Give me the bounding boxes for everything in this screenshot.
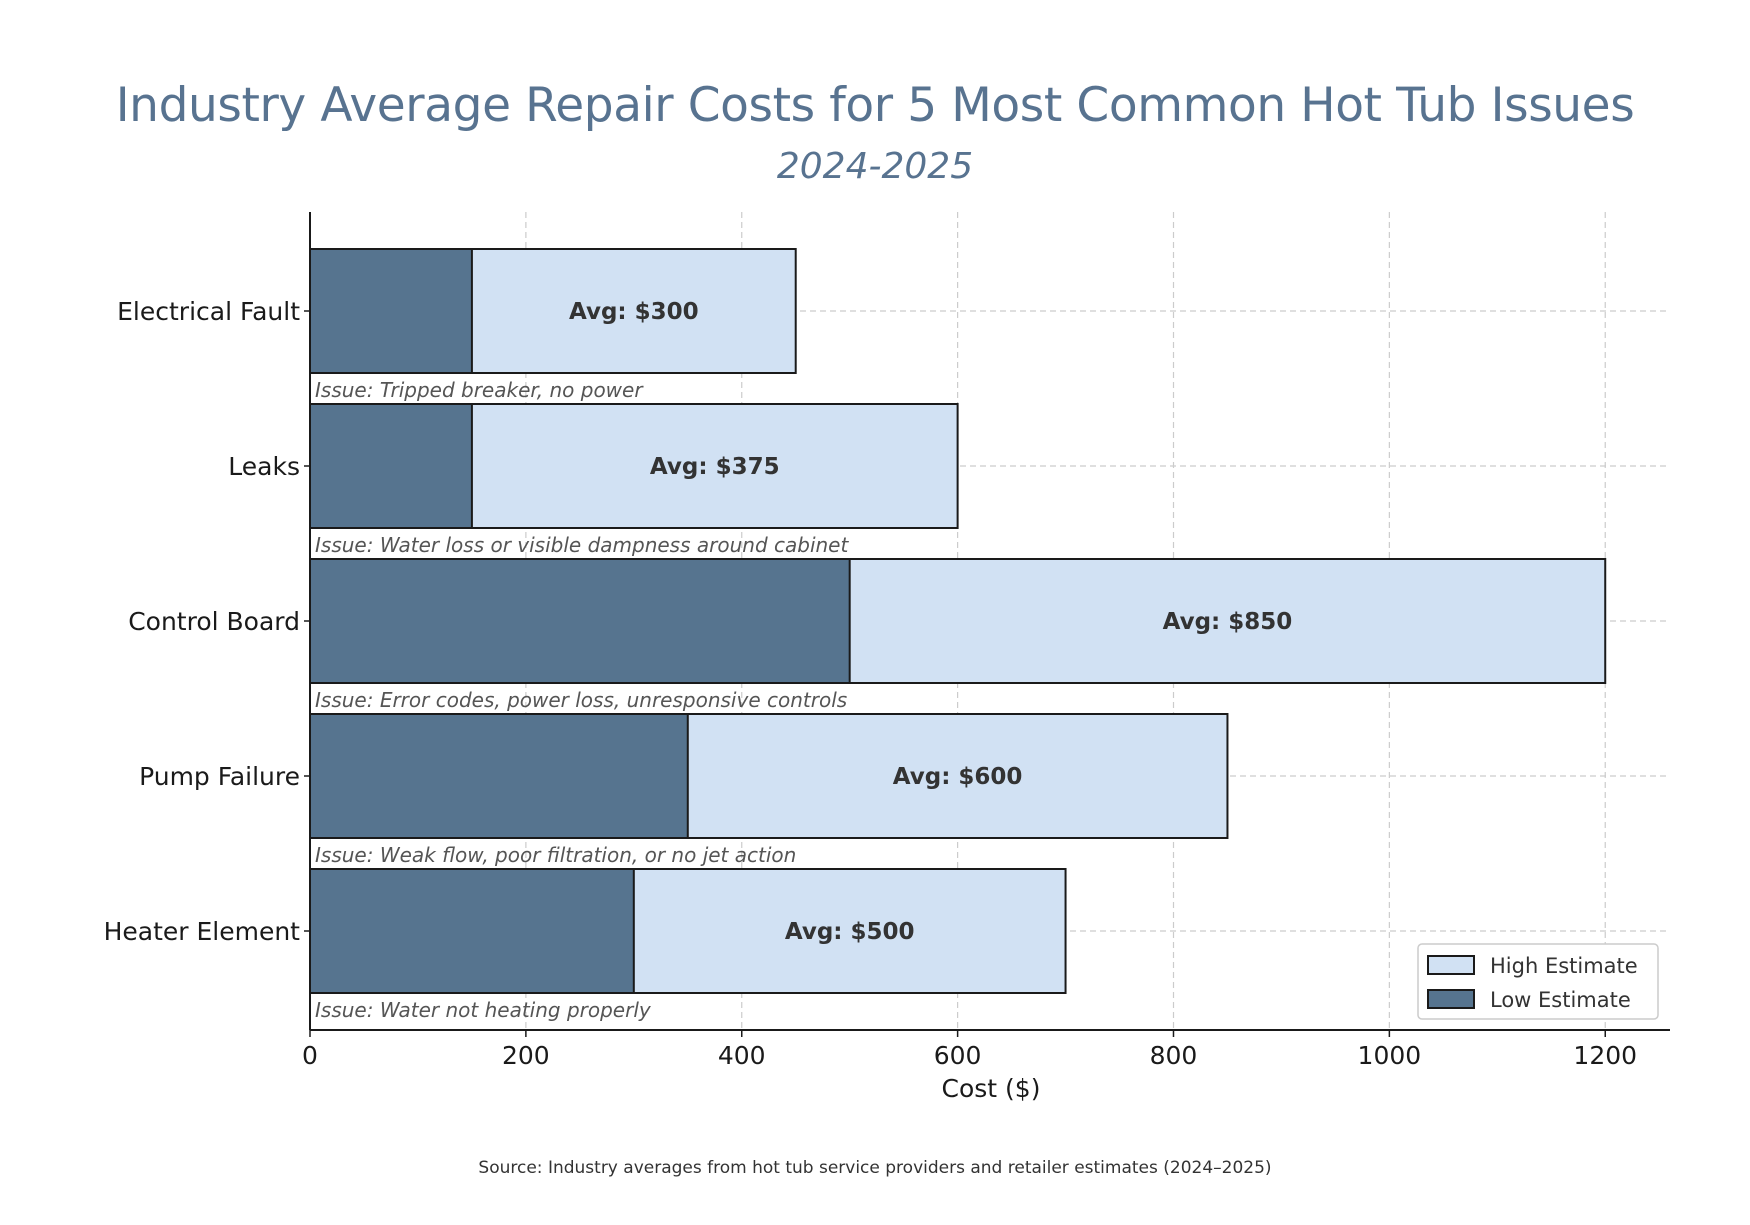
issue-annotation: Issue: Tripped breaker, no power	[315, 378, 644, 402]
avg-label: Avg: $300	[569, 299, 699, 325]
category-label: Control Board	[128, 607, 300, 636]
category-label: Pump Failure	[139, 762, 300, 791]
x-tick-label: 600	[934, 1041, 982, 1070]
issue-prefix: Issue	[315, 533, 367, 557]
bar-low-estimate	[309, 558, 851, 684]
x-tick-label: 400	[718, 1041, 766, 1070]
x-tick-label: 1200	[1573, 1041, 1637, 1070]
category-label: Electrical Fault	[117, 297, 300, 326]
issue-prefix: Issue	[315, 998, 367, 1022]
issue-annotation: Issue: Error codes, power loss, unrespon…	[315, 688, 847, 712]
legend-swatch-low	[1427, 989, 1475, 1009]
avg-label: Avg: $375	[650, 454, 780, 480]
chart-title: Industry Average Repair Costs for 5 Most…	[115, 78, 1635, 133]
x-tick-label: 800	[1150, 1041, 1198, 1070]
issue-text: : Water loss or visible dampness around …	[367, 533, 850, 557]
chart-subtitle: 2024-2025	[776, 146, 974, 187]
avg-label: Avg: $600	[893, 764, 1023, 790]
x-tick-label: 0	[302, 1041, 318, 1070]
bar-low-estimate	[309, 248, 473, 374]
issue-prefix: Issue	[315, 688, 367, 712]
bar-low-estimate	[309, 403, 473, 529]
bar-low-estimate	[309, 868, 635, 994]
issue-prefix: Issue	[315, 843, 367, 867]
bar-low-estimate	[309, 713, 689, 839]
category-label: Heater Element	[104, 917, 301, 946]
avg-label: Avg: $850	[1163, 609, 1293, 635]
avg-label: Avg: $500	[785, 919, 915, 945]
x-tick-label: 1000	[1358, 1041, 1422, 1070]
legend-label-low: Low Estimate	[1490, 988, 1631, 1012]
category-label: Leaks	[228, 452, 300, 481]
issue-annotation: Issue: Water loss or visible dampness ar…	[315, 533, 849, 557]
x-axis-label: Cost ($)	[942, 1074, 1041, 1103]
source-note: Source: Industry averages from hot tub s…	[478, 1158, 1272, 1178]
issue-prefix: Issue	[315, 378, 367, 402]
issue-annotation: Issue: Weak flow, poor filtration, or no…	[315, 843, 796, 867]
issue-text: : Water not heating properly	[367, 998, 652, 1022]
issue-annotation: Issue: Water not heating properly	[315, 998, 652, 1022]
issue-text: : Tripped breaker, no power	[367, 378, 645, 402]
issue-text: : Weak flow, poor filtration, or no jet …	[367, 843, 797, 867]
legend-box	[1417, 943, 1659, 1020]
legend-swatch-high	[1427, 955, 1475, 975]
legend-label-high: High Estimate	[1490, 954, 1638, 978]
issue-text: : Error codes, power loss, unresponsive …	[367, 688, 847, 712]
x-tick-label: 200	[502, 1041, 550, 1070]
